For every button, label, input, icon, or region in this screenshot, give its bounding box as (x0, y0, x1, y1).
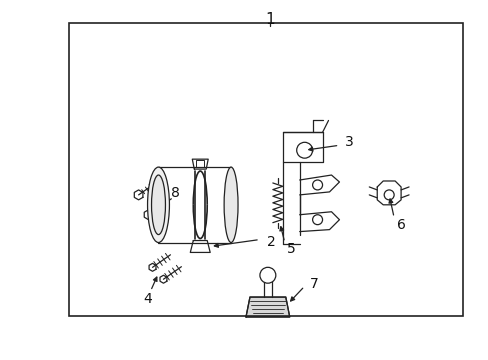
Text: 7: 7 (309, 277, 318, 291)
Ellipse shape (147, 167, 169, 243)
Circle shape (312, 215, 322, 225)
Text: 2: 2 (267, 234, 276, 248)
Text: 8: 8 (171, 186, 180, 200)
Ellipse shape (224, 167, 238, 243)
Polygon shape (245, 297, 289, 317)
Circle shape (384, 190, 393, 200)
Circle shape (260, 267, 275, 283)
Bar (196, 160, 204, 167)
Text: 1: 1 (264, 12, 274, 27)
Text: 4: 4 (143, 292, 152, 306)
Text: 5: 5 (287, 242, 296, 256)
Text: 3: 3 (345, 135, 353, 149)
Circle shape (296, 142, 312, 158)
Circle shape (312, 180, 322, 190)
Ellipse shape (151, 175, 165, 235)
Text: 6: 6 (396, 218, 405, 231)
